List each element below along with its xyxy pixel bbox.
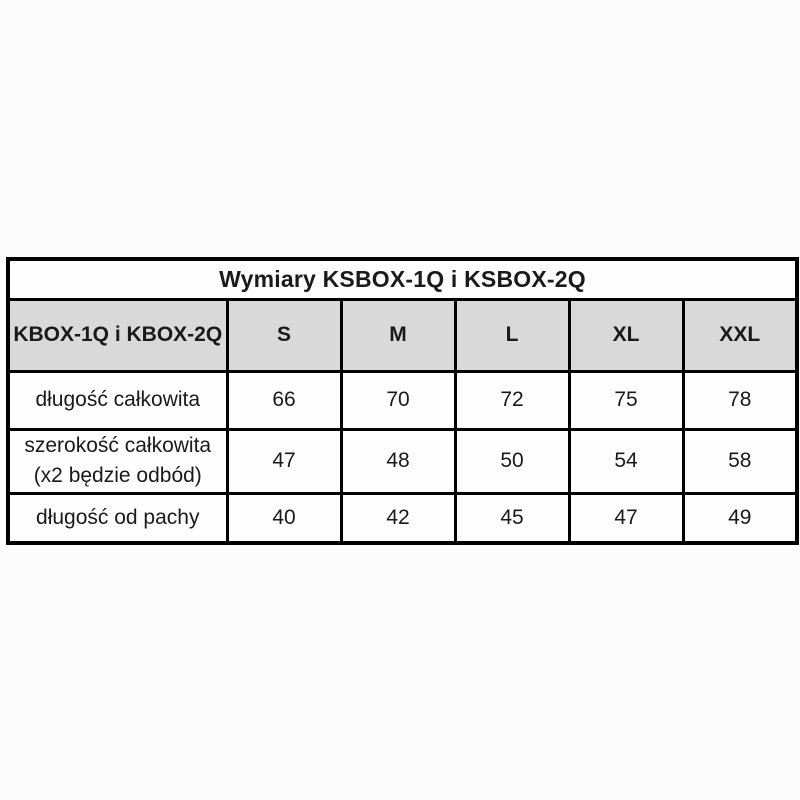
cell-value: 47 <box>225 427 343 495</box>
cell-value: 45 <box>453 491 571 545</box>
header-size-l: L <box>453 297 571 373</box>
table-header-row: KBOX-1Q i KBOX-2Q S M L XL XXL <box>6 297 799 373</box>
cell-value: 75 <box>567 369 685 431</box>
row-label: szerokość całkowita (x2 będzie odbód) <box>6 427 229 495</box>
cell-value: 48 <box>339 427 457 495</box>
cell-value: 58 <box>681 427 799 495</box>
cell-value: 40 <box>225 491 343 545</box>
header-size-xl: XL <box>567 297 685 373</box>
cell-value: 49 <box>681 491 799 545</box>
cell-value: 42 <box>339 491 457 545</box>
table-row-armpit-length: długość od pachy 40 42 45 47 49 <box>6 491 799 545</box>
cell-value: 70 <box>339 369 457 431</box>
table-title: Wymiary KSBOX-1Q i KSBOX-2Q <box>6 257 799 301</box>
header-size-m: M <box>339 297 457 373</box>
cell-value: 72 <box>453 369 571 431</box>
table-title-row: Wymiary KSBOX-1Q i KSBOX-2Q <box>6 257 799 301</box>
header-size-xxl: XXL <box>681 297 799 373</box>
size-table-container: Wymiary KSBOX-1Q i KSBOX-2Q KBOX-1Q i KB… <box>6 257 799 545</box>
table-row-total-length: długość całkowita 66 70 72 75 78 <box>6 369 799 431</box>
cell-value: 54 <box>567 427 685 495</box>
cell-value: 47 <box>567 491 685 545</box>
cell-value: 78 <box>681 369 799 431</box>
header-model-label: KBOX-1Q i KBOX-2Q <box>6 297 229 373</box>
size-table: Wymiary KSBOX-1Q i KSBOX-2Q KBOX-1Q i KB… <box>6 257 799 545</box>
table-row-total-width: szerokość całkowita (x2 będzie odbód) 47… <box>6 427 799 495</box>
cell-value: 50 <box>453 427 571 495</box>
row-label: długość całkowita <box>6 369 229 431</box>
cell-value: 66 <box>225 369 343 431</box>
header-size-s: S <box>225 297 343 373</box>
row-label: długość od pachy <box>6 491 229 545</box>
